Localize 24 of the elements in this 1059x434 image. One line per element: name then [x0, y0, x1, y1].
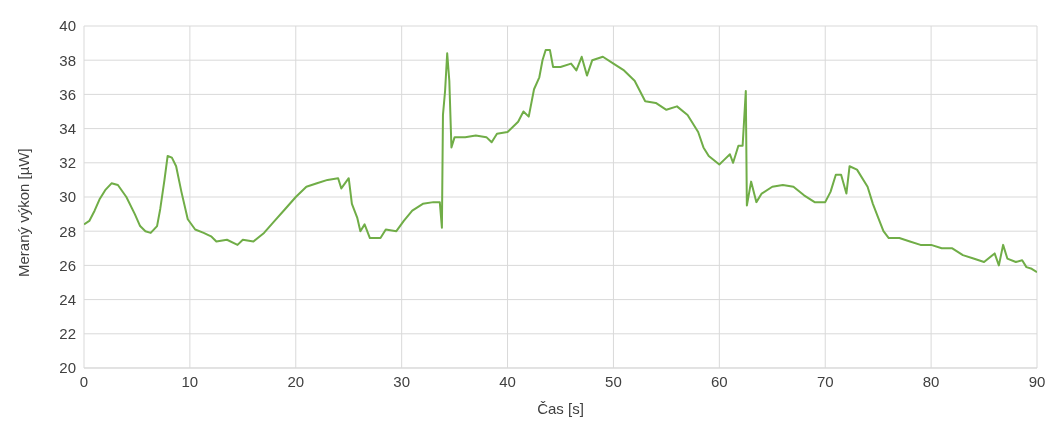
y-tick-label: 24	[59, 290, 76, 308]
y-tick-label: 38	[59, 51, 76, 69]
y-tick-label: 26	[59, 256, 76, 274]
y-tick-label: 30	[59, 188, 76, 206]
y-tick-label: 22	[59, 325, 76, 343]
x-tick-label: 10	[181, 372, 199, 390]
y-tick-label: 32	[59, 154, 76, 172]
x-tick-label: 50	[605, 372, 622, 390]
y-tick-label: 40	[59, 17, 76, 35]
line-series	[84, 48, 1037, 274]
x-tick-label: 90	[1028, 372, 1046, 390]
x-tick-label: 70	[816, 372, 834, 390]
x-tick-label: 40	[499, 372, 516, 390]
y-tick-label: 36	[59, 85, 76, 103]
x-axis-title: Čas [s]	[537, 400, 584, 417]
y-tick-label: 28	[59, 222, 76, 240]
x-tick-label: 60	[710, 372, 728, 390]
x-tick-label: 80	[922, 372, 940, 390]
y-tick-label: 20	[59, 359, 76, 377]
x-tick-label: 0	[79, 372, 89, 390]
y-tick-label: 34	[59, 119, 76, 137]
x-tick-label: 20	[287, 372, 305, 390]
y-axis-title: Meraný výkon [µW]	[15, 148, 33, 277]
x-tick-label: 30	[393, 372, 411, 390]
